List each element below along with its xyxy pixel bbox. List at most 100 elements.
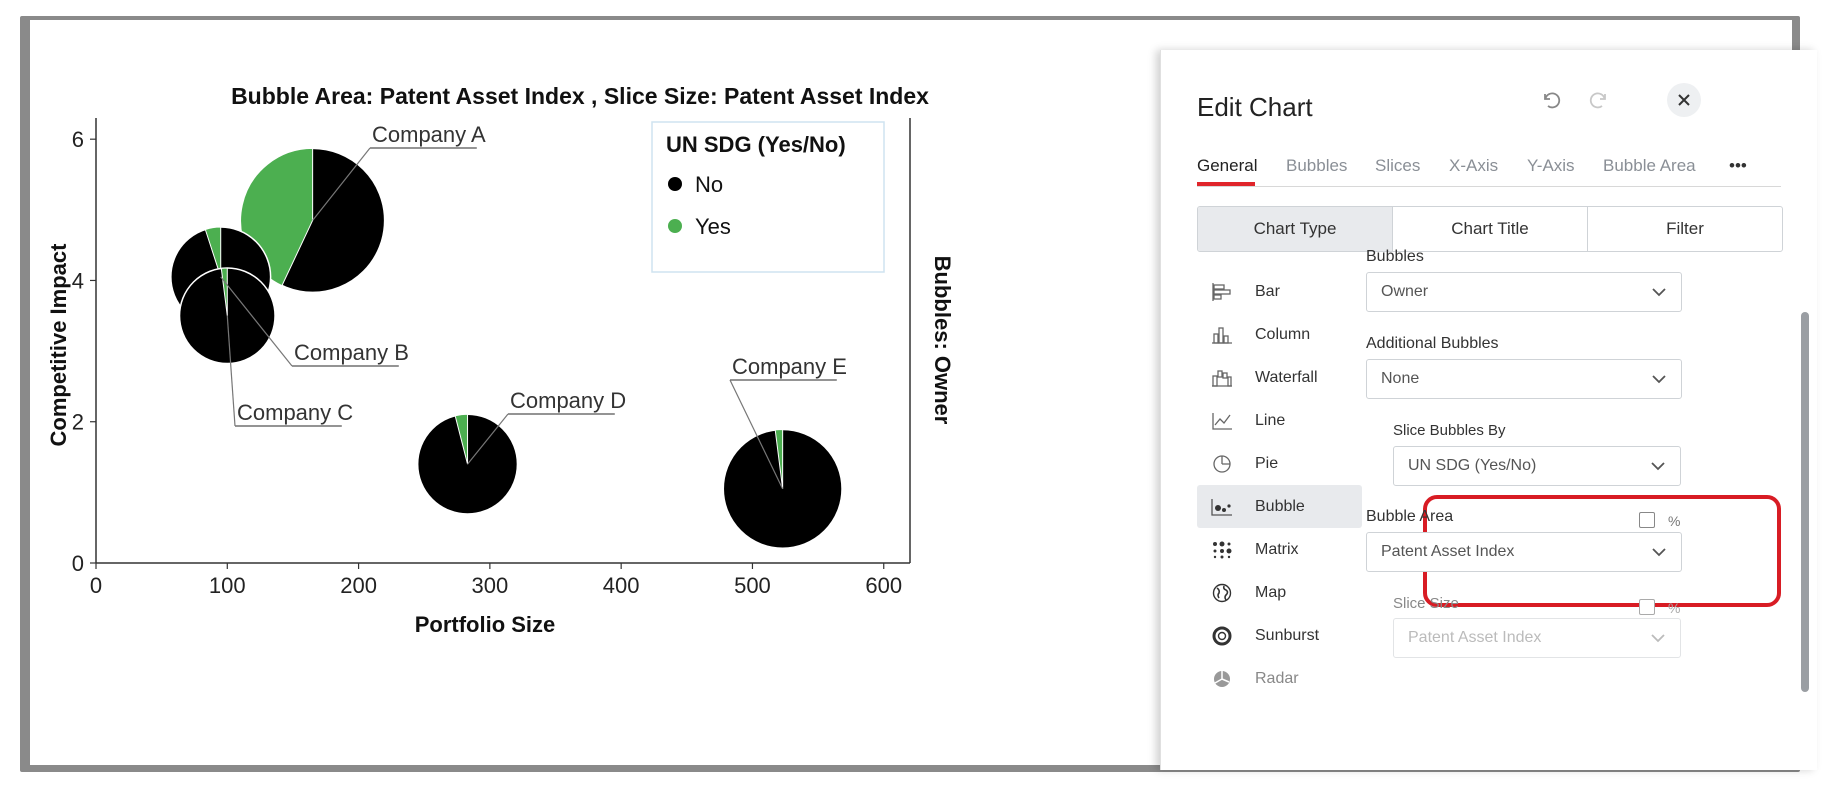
- active-tab-indicator: [1197, 182, 1255, 186]
- x-tick-label: 0: [90, 573, 102, 598]
- bubble-label: Company C: [237, 400, 353, 425]
- slice-size-select[interactable]: Patent Asset Index: [1393, 618, 1681, 658]
- bubble-leader-line: [226, 315, 236, 427]
- x-tick-label: 400: [603, 573, 640, 598]
- y-tick-label: 2: [72, 410, 84, 435]
- legend-title: UN SDG (Yes/No): [666, 132, 846, 157]
- panel-title: Edit Chart: [1197, 92, 1313, 122]
- chart-type-label: Waterfall: [1255, 368, 1318, 386]
- legend-box: [651, 121, 885, 273]
- slice-size-percent-checkbox[interactable]: [1639, 599, 1655, 615]
- chart-type-waterfall[interactable]: Waterfall: [1197, 356, 1362, 399]
- chart-type-map[interactable]: Map: [1197, 571, 1362, 614]
- chart-type-list: Bar Column Waterfall Line Pie Bubble: [1197, 270, 1362, 700]
- slice-size-value: Patent Asset Index: [1408, 629, 1542, 646]
- bubbles-field-label: Bubbles: [1366, 248, 1424, 265]
- bubble-slice-yes: [774, 428, 784, 489]
- chart-type-label: Radar: [1255, 669, 1299, 687]
- bubble-leader-line: [220, 276, 293, 367]
- undo-icon[interactable]: [1533, 83, 1567, 117]
- segment-chart-title[interactable]: Chart Title: [1393, 207, 1588, 251]
- bubbles-owner-label: Bubbles: Owner: [930, 256, 955, 425]
- bubbles-select[interactable]: Owner: [1366, 272, 1682, 312]
- bubble-area-percent-checkbox[interactable]: [1639, 512, 1655, 528]
- chevron-down-icon: [1652, 288, 1666, 297]
- chart-type-matrix[interactable]: Matrix: [1197, 528, 1362, 571]
- segment-chart-type[interactable]: Chart Type: [1198, 207, 1393, 251]
- bubble-area-percent-label: %: [1668, 513, 1681, 529]
- bubble-label: Company B: [294, 340, 409, 365]
- tab-y-axis[interactable]: Y-Axis: [1527, 156, 1575, 175]
- chart-type-label: Matrix: [1255, 540, 1299, 558]
- legend-swatch-yes: [668, 219, 682, 233]
- bubble-chart: Bubble Area: Patent Asset Index , Slice …: [46, 83, 955, 637]
- bubble-leader-line: [312, 147, 371, 221]
- chart-type-label: Pie: [1255, 454, 1279, 472]
- section-switcher: Chart Type Chart Title Filter: [1197, 206, 1783, 252]
- slice-bubbles-by-select[interactable]: UN SDG (Yes/No): [1393, 446, 1681, 486]
- bubble-labels-layer: Company A Company B Company C Company D Comp…: [220, 122, 847, 490]
- tab-slices[interactable]: Slices: [1375, 156, 1421, 175]
- chart-type-sunburst[interactable]: Sunburst: [1197, 614, 1362, 657]
- waterfall-chart-icon: [1209, 367, 1235, 389]
- legend-label-no: No: [695, 172, 723, 197]
- chart-type-line[interactable]: Line: [1197, 399, 1362, 442]
- redo-icon[interactable]: [1583, 83, 1617, 117]
- x-tick-label: 600: [865, 573, 902, 598]
- tab-bubble-area[interactable]: Bubble Area: [1603, 156, 1696, 175]
- chevron-down-icon: [1652, 548, 1666, 557]
- tab-x-axis[interactable]: X-Axis: [1449, 156, 1499, 175]
- x-tick-label: 500: [734, 573, 771, 598]
- chart-type-column[interactable]: Column: [1197, 313, 1362, 356]
- bar-chart-icon: [1209, 281, 1235, 303]
- x-axis-label: Portfolio Size: [415, 612, 556, 637]
- chart-type-bubble[interactable]: Bubble: [1197, 485, 1362, 528]
- chart-type-label: Sunburst: [1255, 626, 1320, 644]
- pie-chart-icon: [1209, 453, 1235, 475]
- additional-bubbles-value: None: [1381, 370, 1420, 387]
- chart-type-label: Bar: [1255, 282, 1280, 300]
- legend-swatch-no: [668, 177, 682, 191]
- chart-title: Bubble Area: Patent Asset Index , Slice …: [231, 83, 929, 109]
- bubble-leader-line: [467, 413, 509, 465]
- bubble-area-select[interactable]: Patent Asset Index: [1366, 532, 1682, 572]
- bubble-area-label: Bubble Area: [1366, 508, 1454, 525]
- additional-bubbles-select[interactable]: None: [1366, 359, 1682, 399]
- bubble-slice-yes: [204, 226, 222, 278]
- legend: UN SDG (Yes/No) No Yes: [651, 121, 885, 273]
- y-tick-label: 6: [72, 127, 84, 152]
- tab-bubbles[interactable]: Bubbles: [1286, 156, 1348, 175]
- chevron-down-icon: [1652, 375, 1666, 384]
- line-chart-icon: [1209, 410, 1235, 432]
- close-icon[interactable]: [1667, 83, 1701, 117]
- matrix-chart-icon: [1209, 539, 1235, 561]
- chart-type-bar[interactable]: Bar: [1197, 270, 1362, 313]
- bubble-area-value: Patent Asset Index: [1381, 543, 1515, 560]
- chevron-down-icon: [1651, 462, 1665, 471]
- bubble-label: Company D: [510, 388, 626, 413]
- bubble-leader-line: [729, 379, 784, 490]
- chevron-down-icon: [1651, 634, 1665, 643]
- bubble-slice-yes: [454, 413, 469, 465]
- slice-size-percent-label: %: [1668, 600, 1681, 616]
- additional-bubbles-label: Additional Bubbles: [1366, 335, 1499, 352]
- chart-type-label: Column: [1255, 325, 1311, 343]
- y-tick-label: 0: [72, 551, 84, 576]
- chart-type-label: Map: [1255, 583, 1287, 601]
- chart-type-radar[interactable]: Radar: [1197, 657, 1362, 700]
- bubble-label: Company A: [372, 122, 486, 147]
- panel-scrollbar[interactable]: [1801, 312, 1809, 692]
- bubble: [178, 267, 276, 365]
- chart-type-label: Line: [1255, 411, 1286, 429]
- legend-label-yes: Yes: [695, 214, 731, 239]
- tab-general[interactable]: General: [1197, 156, 1258, 175]
- x-tick-label: 100: [209, 573, 246, 598]
- bubble-chart-icon: [1209, 496, 1235, 518]
- y-tick-label: 4: [72, 268, 84, 293]
- x-tick-label: 300: [472, 573, 509, 598]
- chart-type-pie[interactable]: Pie: [1197, 442, 1362, 485]
- panel-bottom-fade: [1161, 710, 1817, 770]
- more-tabs-icon[interactable]: •••: [1729, 156, 1747, 175]
- slice-bubbles-by-label: Slice Bubbles By: [1393, 422, 1506, 439]
- segment-filter[interactable]: Filter: [1666, 219, 1704, 238]
